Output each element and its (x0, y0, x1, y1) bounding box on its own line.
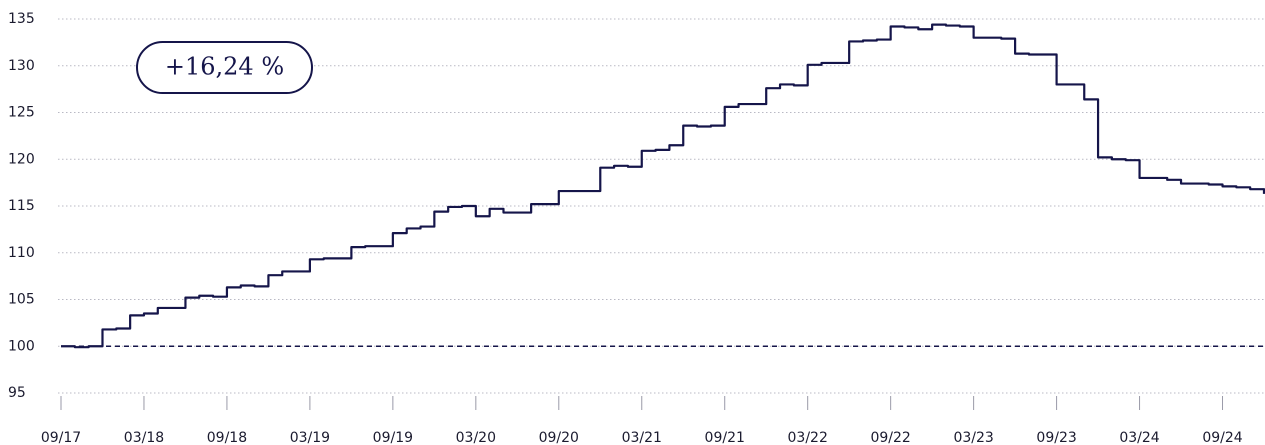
y-tick-label: 100 (8, 338, 35, 354)
annotation: +16,24 % (165, 53, 284, 81)
x-tick-label: 03/18 (124, 430, 164, 445)
x-tick-label: 09/17 (41, 430, 81, 445)
y-tick-label: 130 (8, 58, 35, 74)
x-tick-label: 09/24 (1202, 430, 1242, 445)
y-tick-label: 135 (8, 11, 35, 27)
x-tick-label: 09/21 (705, 430, 745, 445)
y-tick-label: 105 (8, 292, 35, 308)
data-line (61, 23, 1265, 349)
x-tick-label: 03/21 (622, 430, 662, 445)
x-tick-label: 09/22 (870, 430, 910, 445)
x-tick-label: 09/18 (207, 430, 247, 445)
y-tick-label: 120 (8, 151, 35, 167)
x-tick-label: 03/24 (1119, 430, 1159, 445)
x-tick-label: 09/23 (1036, 430, 1076, 445)
x-tick-label: 09/20 (539, 430, 579, 445)
annotation-badge (136, 41, 313, 94)
x-tick-label: 03/23 (953, 430, 993, 445)
y-tick-label: 95 (8, 385, 26, 401)
x-tick-label: 09/19 (373, 430, 413, 445)
y-tick-label: 125 (8, 105, 35, 121)
x-tick-label: 03/22 (788, 430, 828, 445)
x-tick-label: 03/19 (290, 430, 330, 445)
y-tick-label: 115 (8, 198, 35, 214)
x-tick-label: 03/20 (456, 430, 496, 445)
y-tick-label: 110 (8, 245, 35, 261)
